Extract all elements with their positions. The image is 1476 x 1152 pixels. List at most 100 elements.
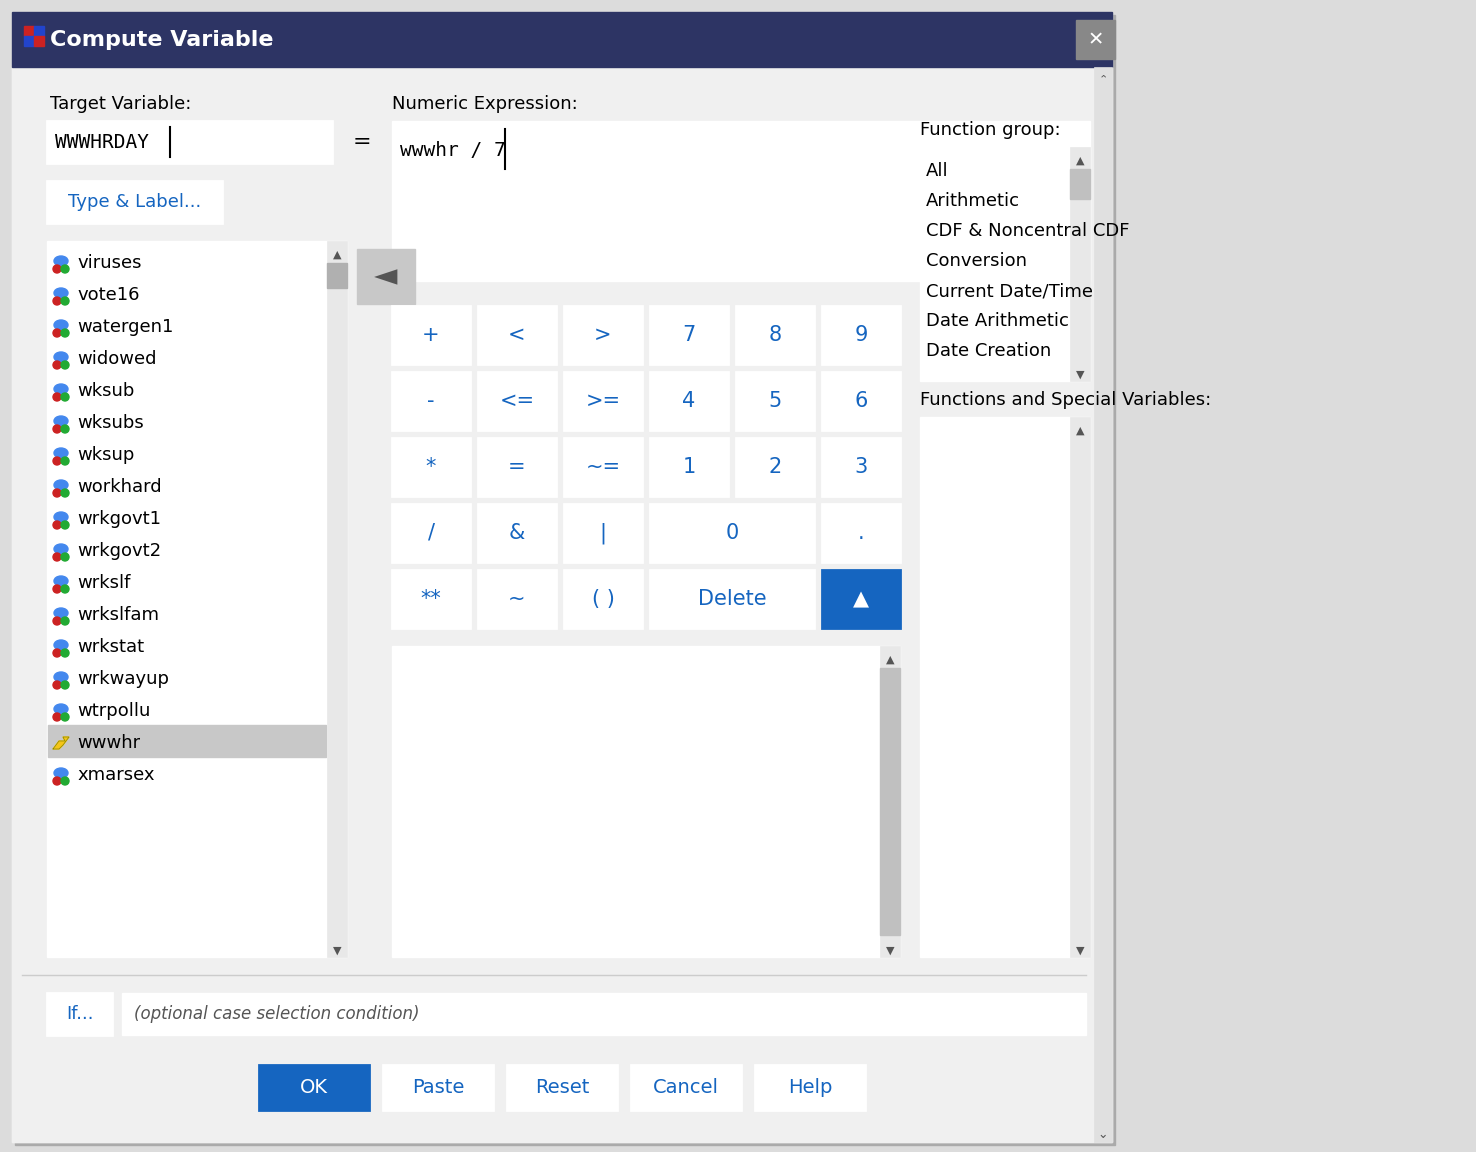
Ellipse shape [53, 457, 61, 465]
Ellipse shape [55, 416, 68, 426]
Bar [737, 372, 813, 430]
Ellipse shape [53, 521, 61, 529]
Text: *: * [425, 457, 437, 477]
Bar [12, 67, 1111, 1142]
Ellipse shape [61, 681, 69, 689]
Text: Delete: Delete [698, 589, 766, 609]
Text: /: / [428, 523, 434, 543]
Ellipse shape [55, 608, 68, 617]
Bar [822, 372, 900, 430]
Text: ▲: ▲ [853, 589, 869, 609]
Text: workhard: workhard [77, 478, 162, 497]
Text: ~=: ~= [586, 457, 620, 477]
Text: 2: 2 [769, 457, 782, 477]
Text: wrkwayup: wrkwayup [77, 670, 168, 688]
Ellipse shape [53, 361, 61, 369]
Ellipse shape [53, 393, 61, 401]
Bar [822, 438, 900, 497]
Bar [564, 505, 642, 562]
Text: ✕: ✕ [1088, 30, 1104, 50]
Text: ▲: ▲ [886, 655, 894, 665]
Ellipse shape [55, 768, 68, 778]
Text: Help: Help [788, 1078, 832, 1097]
Text: |: | [599, 522, 607, 544]
Bar [880, 646, 900, 957]
Ellipse shape [61, 617, 69, 626]
Text: Function group:: Function group: [920, 121, 1061, 139]
Bar [47, 241, 347, 957]
Text: 3: 3 [855, 457, 868, 477]
Text: viruses: viruses [77, 253, 142, 272]
Text: (optional case selection condition): (optional case selection condition) [134, 1005, 419, 1023]
Bar [564, 570, 642, 628]
Ellipse shape [53, 649, 61, 657]
Ellipse shape [61, 521, 69, 529]
Bar [1070, 417, 1089, 957]
Text: 7: 7 [682, 325, 695, 344]
Text: All: All [925, 162, 949, 180]
Text: 6: 6 [855, 391, 868, 411]
Bar [24, 26, 34, 36]
Text: Conversion: Conversion [925, 252, 1027, 270]
Ellipse shape [61, 713, 69, 721]
Text: >=: >= [586, 391, 620, 411]
Bar [649, 372, 728, 430]
Text: wrkslfam: wrkslfam [77, 606, 159, 624]
Ellipse shape [53, 425, 61, 433]
Ellipse shape [61, 393, 69, 401]
Ellipse shape [55, 384, 68, 394]
Text: ~: ~ [508, 589, 525, 609]
Bar [393, 306, 469, 364]
Text: ▲: ▲ [1076, 156, 1085, 166]
Bar [649, 505, 813, 562]
Text: &: & [509, 523, 525, 543]
Bar [822, 306, 900, 364]
Bar [393, 438, 469, 497]
Text: ▼: ▼ [332, 946, 341, 956]
Bar [382, 1064, 493, 1111]
Ellipse shape [61, 776, 69, 785]
Bar [478, 505, 556, 562]
Bar [564, 438, 642, 497]
Text: ▼: ▼ [1076, 370, 1085, 380]
Text: wksubs: wksubs [77, 414, 143, 432]
Text: wksup: wksup [77, 446, 134, 464]
Text: Current Date/Time: Current Date/Time [925, 282, 1094, 300]
Ellipse shape [61, 488, 69, 497]
Text: Date Creation: Date Creation [925, 342, 1051, 359]
Text: +: + [422, 325, 440, 344]
Text: =: = [508, 457, 525, 477]
Bar [34, 26, 44, 36]
Ellipse shape [53, 265, 61, 273]
Ellipse shape [55, 288, 68, 298]
Ellipse shape [53, 617, 61, 626]
Text: -: - [427, 391, 435, 411]
Ellipse shape [55, 480, 68, 490]
Text: wrkstat: wrkstat [77, 638, 145, 655]
Bar [822, 570, 900, 628]
Bar [1070, 169, 1089, 199]
Text: Paste: Paste [412, 1078, 463, 1097]
Ellipse shape [61, 265, 69, 273]
Ellipse shape [53, 585, 61, 593]
Text: watergen1: watergen1 [77, 318, 173, 336]
Bar [649, 306, 728, 364]
Text: wrkgovt1: wrkgovt1 [77, 510, 161, 528]
Ellipse shape [55, 511, 68, 522]
Bar [123, 993, 1086, 1034]
Bar [1094, 67, 1111, 1142]
Ellipse shape [55, 672, 68, 682]
Bar [12, 12, 1111, 67]
Bar [478, 306, 556, 364]
Bar [564, 306, 642, 364]
Text: ⌄: ⌄ [1098, 1128, 1108, 1140]
Bar [822, 505, 900, 562]
Ellipse shape [53, 553, 61, 561]
Ellipse shape [53, 297, 61, 305]
Bar [47, 181, 221, 223]
Bar [12, 12, 1111, 1142]
Ellipse shape [55, 353, 68, 362]
Text: >: > [595, 325, 611, 344]
Ellipse shape [61, 553, 69, 561]
Ellipse shape [55, 448, 68, 458]
